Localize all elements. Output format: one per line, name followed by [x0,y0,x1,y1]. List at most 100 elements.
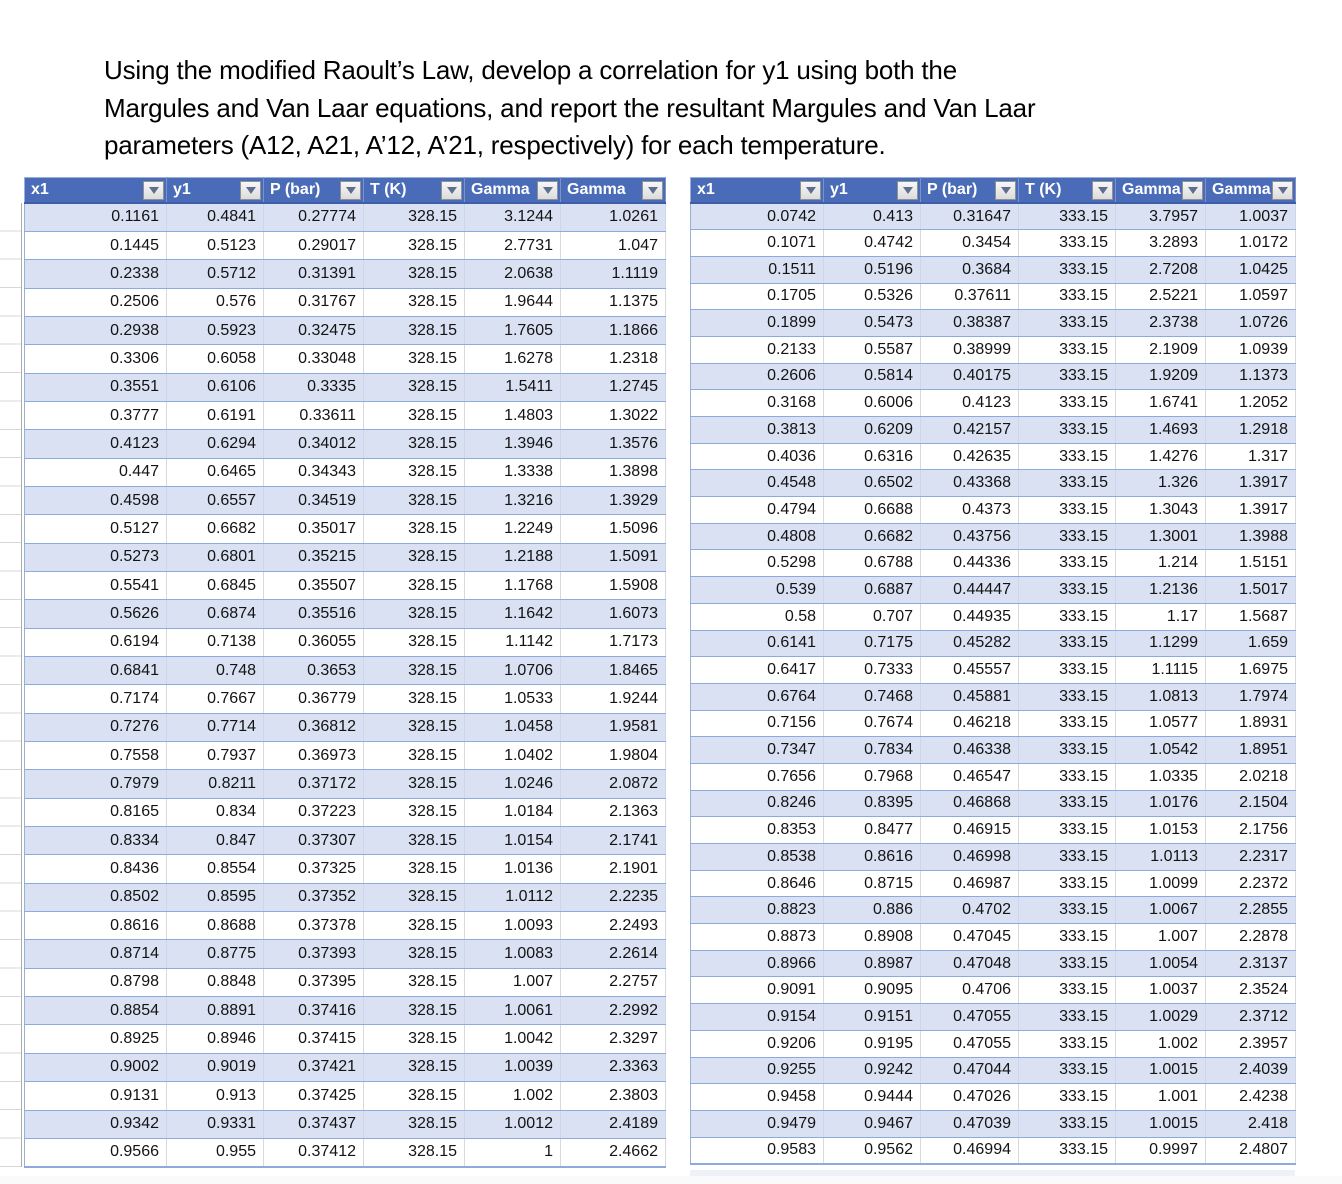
table-cell[interactable]: 328.15 [363,288,465,317]
table-cell[interactable]: 0.58 [690,603,824,631]
table-cell[interactable]: 0.5923 [166,316,264,346]
table-cell[interactable]: 0.8395 [823,790,921,818]
table-cell[interactable]: 333.15 [1018,763,1116,791]
table-cell[interactable]: 0.7979 [24,769,167,799]
table-cell[interactable]: 0.37415 [263,1024,364,1054]
table-cell[interactable]: 0.8595 [166,883,264,913]
table-cell[interactable]: 328.15 [363,798,465,828]
table-cell[interactable]: 333.15 [1018,1083,1116,1111]
table-cell[interactable]: 1.0425 [1205,256,1296,284]
table-cell[interactable]: 328.15 [363,486,465,516]
table-cell[interactable]: 0.3684 [920,256,1019,284]
table-cell[interactable]: 0.3306 [24,344,167,374]
table-cell[interactable]: 0.7558 [24,741,167,771]
table-cell[interactable]: 0.8554 [166,854,264,884]
table-cell[interactable]: 0.5196 [823,256,921,284]
table-cell[interactable]: 1 [464,1138,561,1168]
table-cell[interactable]: 0.8616 [823,843,921,871]
table-cell[interactable]: 1.0112 [464,883,561,913]
table-cell[interactable]: 2.7208 [1115,256,1206,284]
table-cell[interactable]: 0.36973 [263,741,364,771]
table-cell[interactable]: 0.47055 [920,1003,1019,1031]
table-cell[interactable]: 1.8951 [1205,736,1296,764]
table-cell[interactable]: 0.847 [166,826,264,856]
table-cell[interactable]: 0.2506 [24,288,167,317]
table-cell[interactable]: 0.4742 [823,229,921,257]
table-cell[interactable]: 0.1161 [24,203,167,232]
table-cell[interactable]: 328.15 [363,344,465,374]
table-cell[interactable]: 0.35017 [263,514,364,544]
table-cell[interactable]: 0.9019 [166,1053,264,1083]
table-cell[interactable]: 0.1445 [24,231,167,261]
table-cell[interactable]: 0.5123 [166,231,264,261]
table-cell[interactable]: 328.15 [363,458,465,487]
table-cell[interactable]: 1.3946 [464,429,561,459]
table-cell[interactable]: 2.4189 [560,1110,666,1139]
table-cell[interactable]: 2.2317 [1205,843,1296,871]
table-cell[interactable]: 0.46338 [920,736,1019,764]
table-cell[interactable]: 1.5151 [1205,549,1296,578]
table-cell[interactable]: 1.3988 [1205,523,1296,551]
table-cell[interactable]: 0.37611 [920,283,1019,311]
table-cell[interactable]: 0.5473 [823,309,921,337]
table-cell[interactable]: 0.8715 [823,870,921,898]
table-cell[interactable]: 1.6278 [464,344,561,374]
table-cell[interactable]: 1.17 [1115,603,1206,631]
column-header-t-k[interactable]: T (K) [363,177,465,204]
table-cell[interactable]: 0.9342 [24,1110,167,1139]
table-cell[interactable]: 1.0037 [1115,976,1206,1005]
table-cell[interactable]: 0.46987 [920,870,1019,898]
table-cell[interactable]: 0.9479 [690,1110,824,1138]
table-cell[interactable]: 1.3576 [560,429,666,459]
table-cell[interactable]: 1.5687 [1205,603,1296,631]
table-cell[interactable]: 0.6764 [690,683,824,711]
table-cell[interactable]: 328.15 [363,1110,465,1139]
column-header-gamma1[interactable]: Gamma [464,177,561,204]
table-cell[interactable]: 2.1756 [1205,816,1296,844]
table-cell[interactable]: 1.1768 [464,571,561,601]
table-cell[interactable]: 328.15 [363,741,465,771]
table-cell[interactable]: 0.46218 [920,710,1019,738]
table-cell[interactable]: 0.5712 [166,259,264,289]
table-cell[interactable]: 0.4548 [690,469,824,498]
table-cell[interactable]: 0.44447 [920,576,1019,604]
table-cell[interactable]: 0.6106 [166,373,264,402]
table-cell[interactable]: 328.15 [363,628,465,658]
table-cell[interactable]: 328.15 [363,203,465,232]
table-cell[interactable]: 328.15 [363,1024,465,1054]
table-cell[interactable]: 0.40175 [920,363,1019,391]
table-cell[interactable]: 333.15 [1018,656,1116,684]
table-cell[interactable]: 0.8848 [166,968,264,998]
table-cell[interactable]: 0.37395 [263,968,364,998]
table-cell[interactable]: 328.15 [363,854,465,884]
table-cell[interactable]: 0.5298 [690,549,824,578]
table-cell[interactable]: 1.0939 [1205,336,1296,364]
table-cell[interactable]: 0.748 [166,656,264,686]
table-cell[interactable]: 2.0218 [1205,763,1296,791]
table-cell[interactable]: 0.5326 [823,283,921,311]
table-cell[interactable]: 0.8688 [166,911,264,941]
table-cell[interactable]: 0.34519 [263,486,364,516]
table-cell[interactable]: 1.1119 [560,259,666,289]
table-cell[interactable]: 333.15 [1018,923,1116,951]
table-cell[interactable]: 0.42635 [920,443,1019,471]
table-cell[interactable]: 1.0015 [1115,1057,1206,1085]
table-cell[interactable]: 1.7605 [464,316,561,346]
table-cell[interactable]: 1.6975 [1205,656,1296,684]
table-cell[interactable]: 1.8931 [1205,710,1296,738]
table-cell[interactable]: 0.7333 [823,656,921,684]
table-cell[interactable]: 2.3803 [560,1081,666,1111]
table-cell[interactable]: 0.8477 [823,816,921,844]
table-cell[interactable]: 1.5908 [560,571,666,601]
table-cell[interactable]: 0.2338 [24,259,167,289]
table-cell[interactable]: 2.0872 [560,769,666,799]
table-cell[interactable]: 1.9244 [560,684,666,714]
table-cell[interactable]: 0.2606 [690,363,824,391]
table-cell[interactable]: 333.15 [1018,416,1116,444]
table-cell[interactable]: 0.7656 [690,763,824,791]
table-cell[interactable]: 1.3338 [464,458,561,487]
table-cell[interactable]: 1.1642 [464,599,561,629]
table-cell[interactable]: 333.15 [1018,870,1116,898]
table-cell[interactable]: 333.15 [1018,523,1116,551]
table-cell[interactable]: 0.6682 [166,514,264,544]
